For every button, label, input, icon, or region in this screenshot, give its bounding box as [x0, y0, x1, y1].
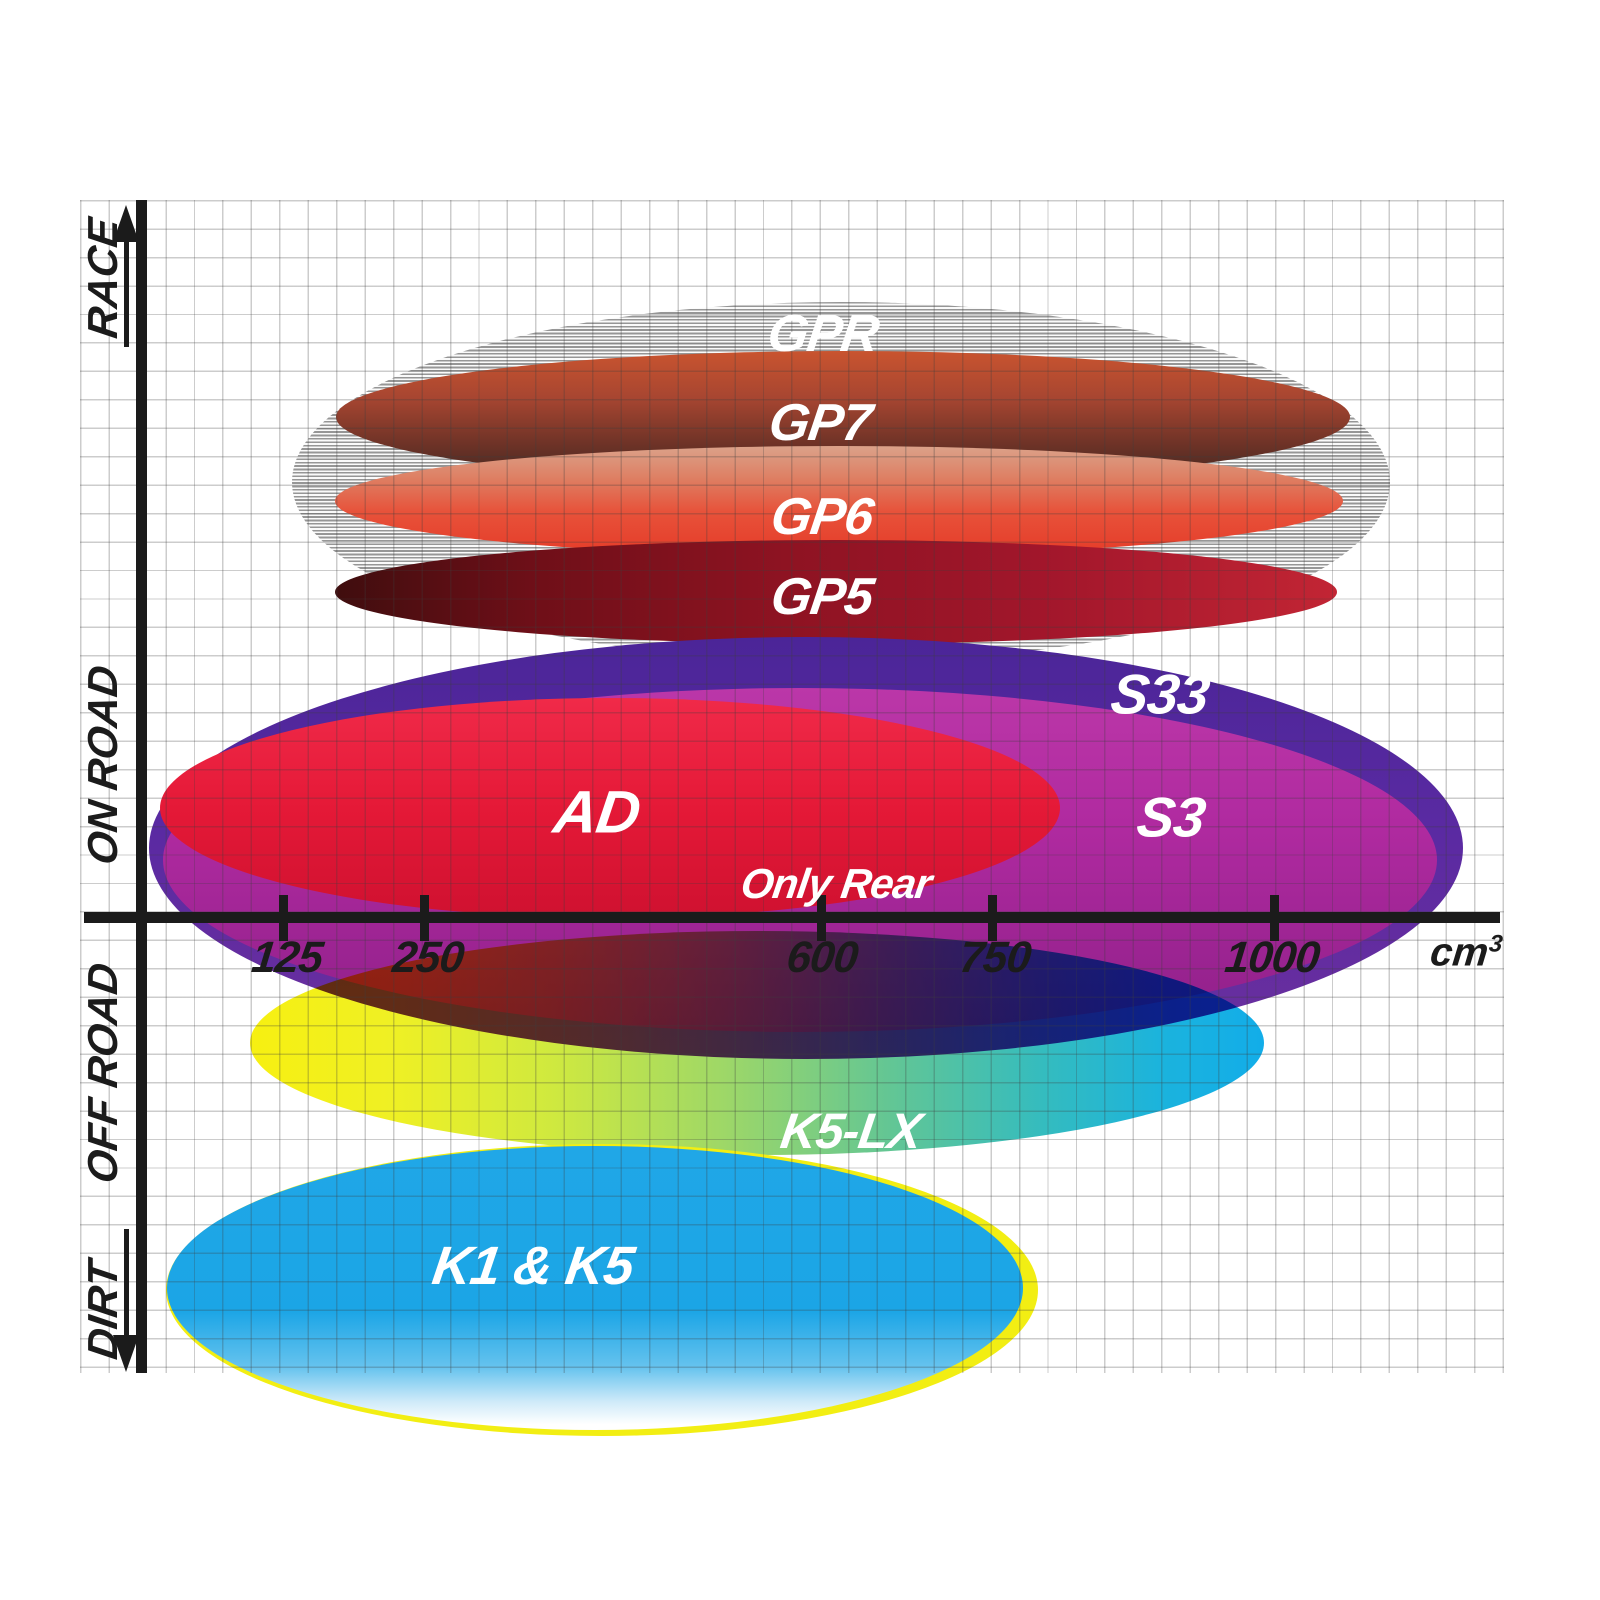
ellipse-gp5 — [335, 540, 1337, 644]
label-s3: S3 — [1133, 785, 1209, 849]
label-gpr: GPR — [764, 305, 882, 363]
x-axis-unit-label: cm3 — [1428, 930, 1504, 975]
dirt-down-arrow-icon — [113, 1335, 139, 1372]
label-s33: S33 — [1107, 662, 1213, 726]
y-category-on-road: ON ROAD — [79, 662, 126, 868]
y-category-race: RACE — [79, 215, 126, 341]
unit-exponent: 3 — [1487, 930, 1504, 958]
x-tick-label-250: 250 — [390, 933, 466, 982]
x-tick-label-1000: 1000 — [1222, 933, 1322, 982]
y-category-dirt: DIRT — [79, 1258, 126, 1362]
x-tick-250 — [420, 895, 429, 941]
y-category-off-road: OFF ROAD — [79, 959, 126, 1186]
label-gp6: GP6 — [767, 488, 877, 546]
label-gp5: GP5 — [767, 568, 877, 626]
x-tick-125 — [279, 895, 288, 941]
ellipse-k5lx-gradient — [250, 931, 1264, 1155]
x-tick-1000 — [1270, 895, 1279, 941]
race-up-arrow-shaft — [124, 238, 129, 347]
x-tick-600 — [817, 895, 826, 941]
x-axis-line — [84, 912, 1500, 923]
x-tick-750 — [988, 895, 997, 941]
x-tick-label-750: 750 — [957, 933, 1033, 982]
label-ad: AD — [549, 778, 645, 846]
label-gp7: GP7 — [765, 394, 875, 452]
y-axis-line — [136, 200, 147, 1373]
label-only-rear: Only Rear — [738, 860, 935, 907]
label-k5lx: K5-LX — [777, 1103, 925, 1159]
x-tick-label-125: 125 — [249, 933, 325, 982]
dirt-down-arrow-shaft — [124, 1229, 129, 1337]
ellipse-k1k5 — [167, 1146, 1023, 1430]
ellipse-ad — [160, 698, 1060, 918]
label-k1-and-k5: K1 & K5 — [428, 1236, 638, 1296]
race-up-arrow-icon — [113, 205, 139, 242]
x-tick-label-600: 600 — [784, 933, 860, 982]
ellipse-gp6 — [335, 446, 1343, 556]
unit-cm: cm — [1428, 930, 1491, 975]
